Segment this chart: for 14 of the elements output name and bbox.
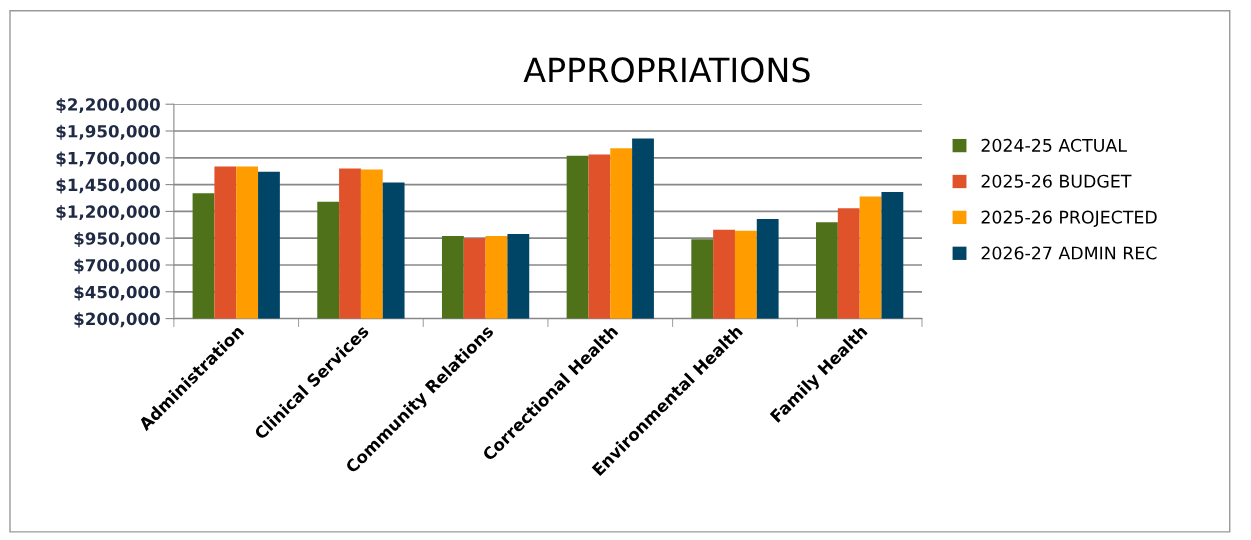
legend-label: 2025-26 PROJECTED	[981, 210, 1157, 227]
y-tick-label: $950,000	[74, 231, 160, 247]
y-tick-label: $700,000	[74, 258, 160, 274]
legend-label: 2026-27 ADMIN REC	[981, 246, 1157, 260]
legend-label: 2024-25 ACTUAL	[981, 138, 1127, 152]
y-tick-label: $2,200,000	[56, 97, 160, 113]
y-tick-label: $200,000	[74, 312, 160, 328]
y-tick-label: $1,700,000	[56, 151, 160, 167]
y-tick-label: $450,000	[74, 285, 160, 301]
y-tick-label: $1,950,000	[56, 124, 160, 140]
chart-title: APPROPRIATIONS	[523, 57, 810, 83]
y-tick-label: $1,200,000	[56, 205, 160, 221]
legend-label: 2025-26 BUDGET	[981, 174, 1132, 188]
y-tick-label: $1,450,000	[56, 178, 160, 194]
